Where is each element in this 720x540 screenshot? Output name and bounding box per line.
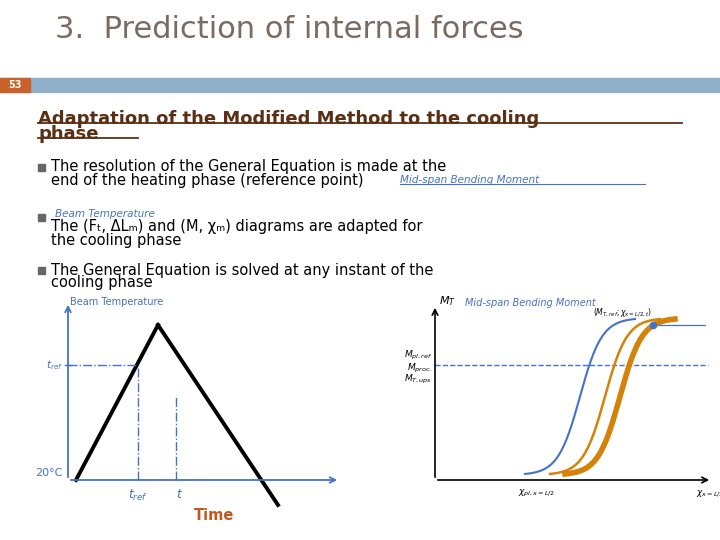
Text: Mid-span Bending Moment: Mid-span Bending Moment bbox=[465, 298, 595, 308]
Text: 3.  Prediction of internal forces: 3. Prediction of internal forces bbox=[55, 16, 523, 44]
Text: $M_T$: $M_T$ bbox=[439, 294, 456, 308]
Bar bbox=[0, 78, 30, 92]
Text: Mid-span Bending Moment: Mid-span Bending Moment bbox=[400, 175, 539, 185]
Text: Adaptation of the Modified Method to the cooling: Adaptation of the Modified Method to the… bbox=[38, 110, 539, 128]
Text: end of the heating phase (reference point): end of the heating phase (reference poin… bbox=[51, 172, 364, 187]
Bar bbox=[38, 214, 45, 221]
Text: $t$: $t$ bbox=[176, 488, 184, 501]
Text: $M_{proc.}$: $M_{proc.}$ bbox=[407, 361, 432, 375]
Text: $t_{ref}$: $t_{ref}$ bbox=[46, 358, 63, 372]
Text: $t_{ref}$: $t_{ref}$ bbox=[128, 488, 148, 503]
Text: Time: Time bbox=[194, 508, 234, 523]
Bar bbox=[38, 267, 45, 274]
Text: $M_{pl,ref}$: $M_{pl,ref}$ bbox=[404, 348, 432, 362]
Text: the cooling phase: the cooling phase bbox=[51, 233, 181, 247]
Text: Beam Temperature: Beam Temperature bbox=[70, 297, 163, 307]
Text: $M_{T,ups}$: $M_{T,ups}$ bbox=[404, 373, 432, 386]
Text: The (Fₜ, ΔLₘ) and (M, χₘ) diagrams are adapted for: The (Fₜ, ΔLₘ) and (M, χₘ) diagrams are a… bbox=[51, 219, 423, 234]
Text: cooling phase: cooling phase bbox=[51, 275, 153, 291]
Text: $\chi_{pl,x=L/2}$: $\chi_{pl,x=L/2}$ bbox=[518, 488, 554, 499]
Text: $(M_{T,ref}; \chi_{x=L/2,t})$: $(M_{T,ref}; \chi_{x=L/2,t})$ bbox=[593, 306, 652, 319]
Text: Beam Temperature: Beam Temperature bbox=[55, 209, 155, 219]
Text: 20°C: 20°C bbox=[35, 468, 63, 478]
Text: $\chi_{x=L/2}$: $\chi_{x=L/2}$ bbox=[696, 488, 720, 499]
Text: The resolution of the General Equation is made at the: The resolution of the General Equation i… bbox=[51, 159, 446, 174]
Text: phase: phase bbox=[38, 125, 99, 143]
Text: The General Equation is solved at any instant of the: The General Equation is solved at any in… bbox=[51, 262, 433, 278]
Bar bbox=[38, 164, 45, 171]
Text: 53: 53 bbox=[8, 80, 22, 90]
Bar bbox=[0, 78, 720, 92]
